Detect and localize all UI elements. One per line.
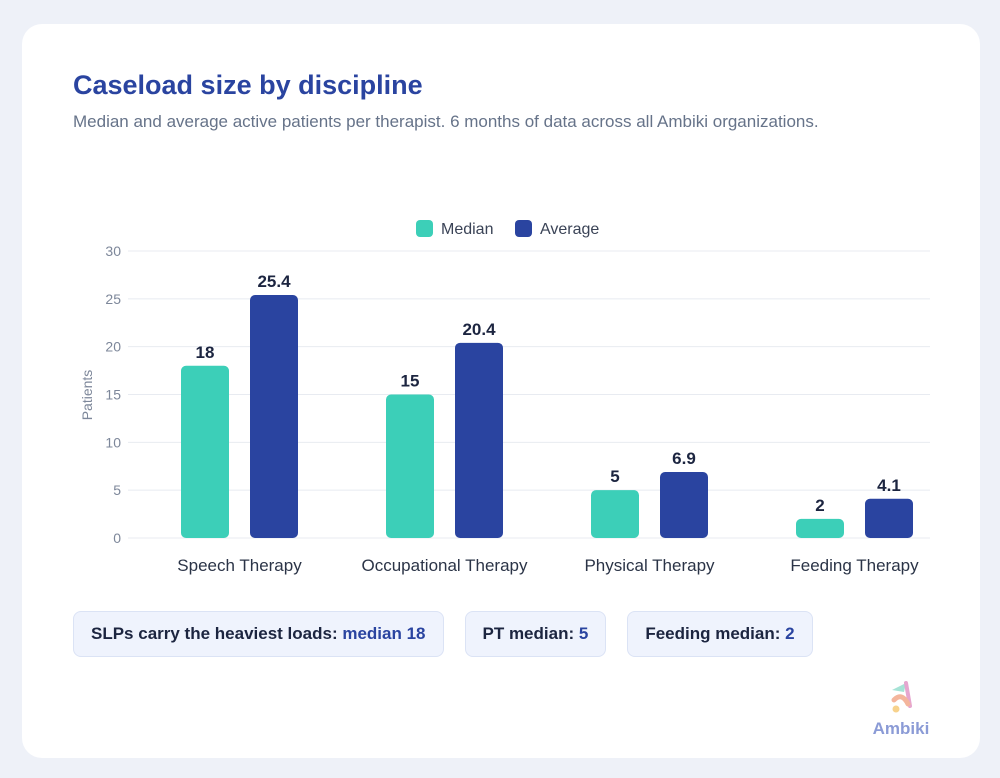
y-tick-label: 5 — [113, 482, 121, 498]
callout-text: PT median: — [482, 624, 579, 643]
callout-feeding: Feeding median: 2 — [627, 611, 813, 657]
ambiki-logo-icon — [891, 681, 912, 713]
y-tick-label: 10 — [105, 434, 121, 450]
x-tick-label: Physical Therapy — [584, 556, 715, 575]
bar-average — [865, 498, 913, 538]
callout-value: 2 — [785, 624, 795, 643]
callout-value: 5 — [578, 624, 589, 643]
callout-pt: PT median: 5 — [464, 611, 607, 657]
callout-value: median 18 — [342, 624, 426, 643]
data-label: 2 — [815, 496, 824, 515]
legend-swatch-average — [515, 220, 532, 237]
data-label: 5 — [610, 467, 619, 486]
legend-swatch-median — [416, 220, 433, 237]
ambiki-logo: Ambiki — [866, 680, 936, 739]
ambiki-logo-text: Ambiki — [872, 719, 930, 738]
x-tick-label: Occupational Therapy — [361, 556, 528, 575]
page-subtitle: Median and average active patients per t… — [73, 112, 819, 131]
x-tick-label: Speech Therapy — [177, 556, 302, 575]
y-tick-label: 15 — [105, 387, 121, 403]
data-label: 20.4 — [462, 320, 496, 339]
bar-average — [455, 342, 503, 538]
bar-average — [250, 295, 298, 538]
legend-label: Average — [540, 221, 599, 238]
y-tick-label: 30 — [105, 243, 121, 259]
legend-label: Median — [441, 221, 493, 238]
callouts: SLPs carry the heaviest loads: median 18… — [73, 611, 813, 657]
bar-median — [796, 518, 844, 538]
data-label: 18 — [196, 343, 215, 362]
data-label: 25.4 — [257, 272, 291, 291]
x-tick-label: Feeding Therapy — [790, 556, 919, 575]
y-tick-label: 25 — [105, 291, 121, 307]
y-tick-label: 20 — [105, 339, 121, 355]
callout-text: SLPs carry the heaviest loads: — [91, 624, 343, 643]
bar-median — [591, 490, 639, 538]
data-label: 6.9 — [672, 449, 696, 468]
callout-slp: SLPs carry the heaviest loads: median 18 — [73, 611, 444, 657]
bar-average — [660, 471, 708, 538]
bar-median — [181, 365, 229, 538]
data-label: 4.1 — [877, 476, 901, 495]
y-tick-label: 0 — [113, 530, 121, 546]
data-label: 15 — [401, 372, 420, 391]
bar-median — [386, 394, 434, 538]
callout-text: Feeding median: — [645, 624, 786, 643]
page-title: Caseload size by discipline — [73, 70, 423, 100]
y-axis-label: Patients — [79, 370, 95, 421]
